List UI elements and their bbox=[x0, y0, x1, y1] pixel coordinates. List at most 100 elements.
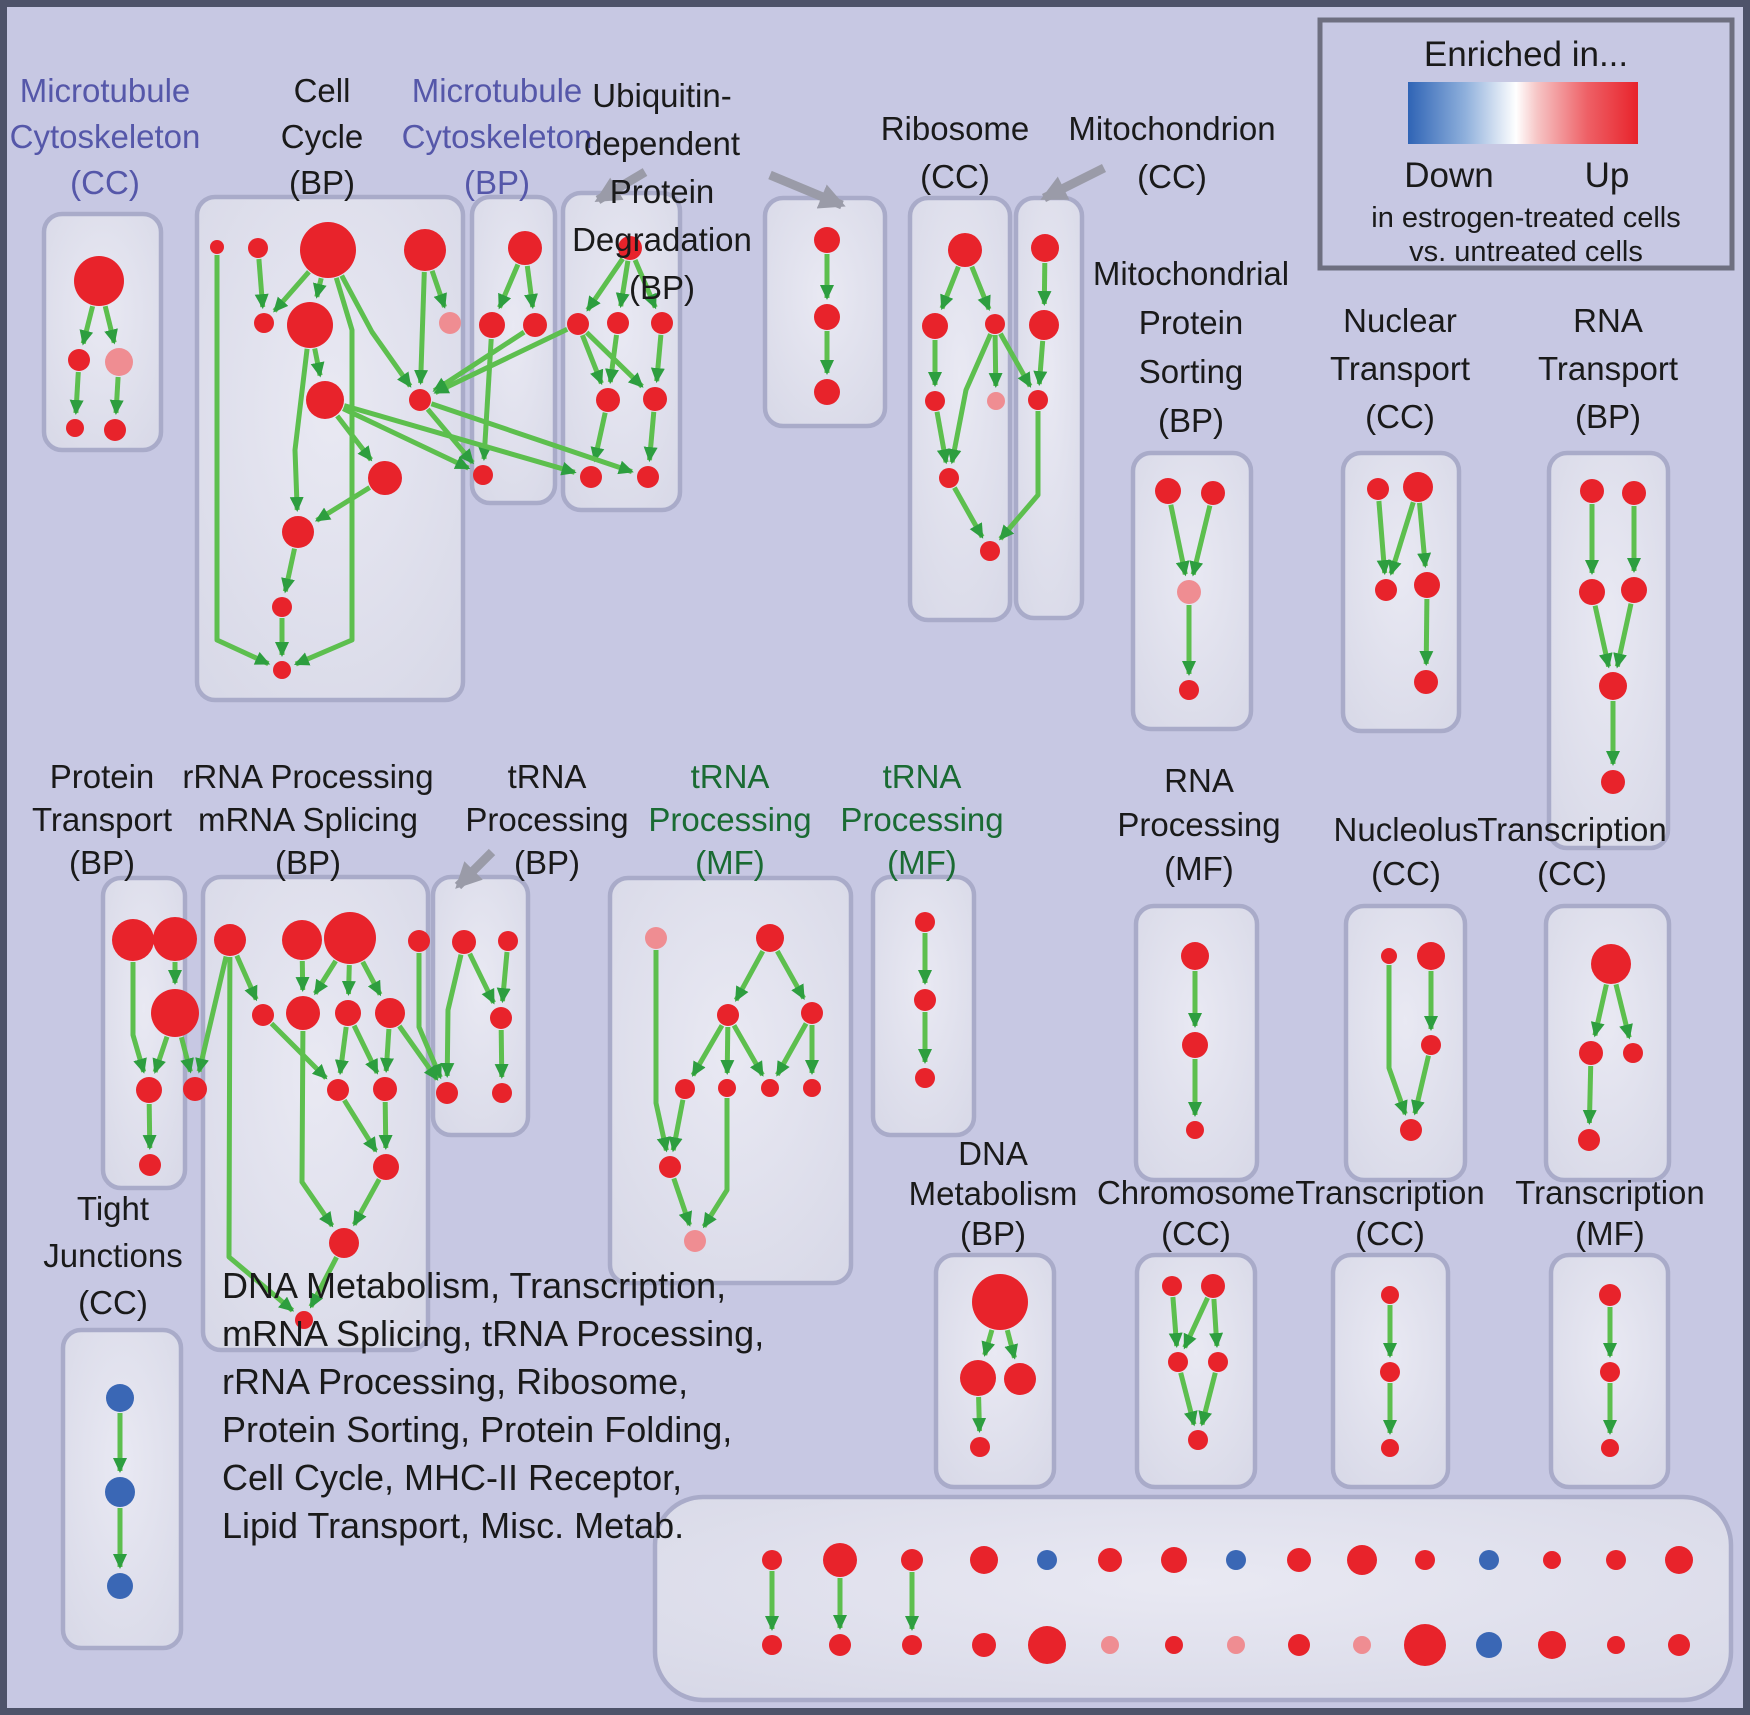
trna-processing-mf-2-label-line-1: Processing bbox=[840, 801, 1003, 838]
trna-processing-mf-1-label-line-1: Processing bbox=[648, 801, 811, 838]
cell-cycle-edge-6 bbox=[429, 269, 447, 309]
nuclear-transport-label-line-1: Transport bbox=[1330, 350, 1470, 387]
misc-cluster-text-line-1: mRNA Splicing, tRNA Processing, bbox=[222, 1313, 764, 1354]
chromosome-edge-1 bbox=[1182, 1296, 1210, 1350]
ubiquitin-degradation-a-node-0 bbox=[618, 236, 642, 260]
ubiquitin-degradation-b-node-1 bbox=[814, 304, 840, 330]
misc-cluster-node-9 bbox=[1347, 1545, 1377, 1575]
microtubule-cytoskeleton-cc-node-3 bbox=[66, 419, 84, 437]
cell-cycle-node-5 bbox=[287, 302, 333, 348]
tight-junctions-node-0 bbox=[106, 1384, 134, 1412]
protein-transport-node-1 bbox=[153, 917, 197, 961]
ribosome-edge-4 bbox=[947, 333, 993, 465]
ubiquitin-degradation-a-node-3 bbox=[651, 312, 673, 334]
cell-cycle-node-11 bbox=[272, 597, 292, 617]
rrna-processing-node-1 bbox=[282, 920, 322, 960]
misc-cluster-box bbox=[652, 1494, 1734, 1703]
ribosome-label-line-0: Ribosome bbox=[881, 110, 1030, 147]
transcription-mf-label-line-0: Transcription bbox=[1515, 1174, 1705, 1211]
mitochondrial-protein-sorting-node-3 bbox=[1179, 680, 1199, 700]
rrna-processing-edge-11 bbox=[352, 1178, 382, 1227]
transcription-cc-1-node-2 bbox=[1623, 1043, 1643, 1063]
dna-metabolism-node-3 bbox=[970, 1437, 990, 1457]
mitochondrial-protein-sorting-edge-0 bbox=[1168, 504, 1190, 577]
nucleolus-node-1 bbox=[1417, 942, 1445, 970]
trna-processing-mf-1-edge-10 bbox=[701, 1098, 730, 1229]
misc-cluster-node-8 bbox=[1287, 1548, 1311, 1572]
mitochondrion-node-1 bbox=[1029, 310, 1059, 340]
nucleolus-edge-0 bbox=[1386, 965, 1408, 1116]
ubiquitin-degradation-a-label-line-2: Protein bbox=[610, 173, 715, 210]
rrna-processing-edge-2 bbox=[313, 959, 338, 996]
misc-cluster-node-24 bbox=[1353, 1636, 1371, 1654]
mitochondrion-node-2 bbox=[1028, 390, 1048, 410]
protein-transport-label-line-2: (BP) bbox=[69, 844, 135, 881]
trna-processing-mf-1-edge-0 bbox=[733, 950, 765, 1002]
rrna-processing-node-0 bbox=[214, 924, 246, 956]
misc-cluster-text-line-4: Cell Cycle, MHC-II Receptor, bbox=[222, 1457, 682, 1498]
trna-processing-mf-2-label-line-0: tRNA bbox=[883, 758, 962, 795]
rna-processing-mf-node-1 bbox=[1182, 1032, 1208, 1058]
cell-cycle-edge-4 bbox=[339, 274, 413, 388]
cell-cycle-edge-9 bbox=[289, 348, 310, 512]
misc-cluster-text-line-5: Lipid Transport, Misc. Metab. bbox=[222, 1505, 684, 1546]
ribosome-edge-0 bbox=[939, 265, 961, 311]
rna-transport-label-line-0: RNA bbox=[1573, 302, 1643, 339]
nuclear-transport-node-1 bbox=[1403, 472, 1433, 502]
rna-transport-label-line-1: Transport bbox=[1538, 350, 1678, 387]
cross-edge-5 bbox=[433, 326, 569, 395]
chromosome-label-line-0: Chromosome bbox=[1097, 1174, 1295, 1211]
transcription-mf-label-line-1: (MF) bbox=[1575, 1215, 1645, 1252]
legend-gradient-bar bbox=[1408, 82, 1638, 144]
misc-cluster-node-11 bbox=[1479, 1550, 1499, 1570]
nuclear-transport-node-0 bbox=[1367, 478, 1389, 500]
dna-metabolism-label-line-0: DNA bbox=[958, 1135, 1028, 1172]
transcription-cc-2-node-2 bbox=[1381, 1439, 1399, 1457]
misc-cluster-node-17 bbox=[902, 1635, 922, 1655]
cell-cycle-edge-7 bbox=[414, 271, 429, 385]
misc-cluster-node-7 bbox=[1226, 1550, 1246, 1570]
misc-cluster-node-1 bbox=[823, 1543, 857, 1577]
microtubule-cytoskeleton-bp-edge-2 bbox=[477, 338, 494, 461]
cell-cycle-node-7 bbox=[306, 381, 344, 419]
edges-layer bbox=[69, 254, 1641, 1631]
misc-cluster-node-26 bbox=[1476, 1632, 1502, 1658]
dna-metabolism-label-line-2: (BP) bbox=[960, 1215, 1026, 1252]
misc-cluster-node-19 bbox=[1028, 1626, 1066, 1664]
transcription-cc-1-node-0 bbox=[1591, 944, 1631, 984]
nuclear-transport-label-line-0: Nuclear bbox=[1343, 302, 1457, 339]
misc-cluster-node-2 bbox=[901, 1549, 923, 1571]
misc-cluster-node-29 bbox=[1668, 1634, 1690, 1656]
ribosome-edge-3 bbox=[988, 334, 1003, 388]
transcription-mf-node-2 bbox=[1601, 1439, 1619, 1457]
legend-up-label: Up bbox=[1585, 156, 1630, 195]
rna-transport-node-1 bbox=[1622, 481, 1646, 505]
trna-processing-bp-node-2 bbox=[490, 1007, 512, 1029]
trna-processing-mf-1-edge-8 bbox=[668, 1099, 686, 1153]
cell-cycle-node-6 bbox=[439, 312, 461, 334]
microtubule-cytoskeleton-cc-node-0 bbox=[74, 256, 124, 306]
cell-cycle-node-4 bbox=[254, 313, 274, 333]
tight-junctions-label-line-2: (CC) bbox=[78, 1284, 148, 1321]
label-pointer-arrow-2 bbox=[1040, 163, 1107, 203]
tight-junctions-label-line-1: Junctions bbox=[43, 1237, 182, 1274]
label-pointer-arrow-0 bbox=[594, 168, 648, 204]
ubiquitin-degradation-a-edge-3 bbox=[580, 334, 604, 386]
rna-transport-edge-3 bbox=[1613, 603, 1634, 669]
misc-cluster-node-13 bbox=[1606, 1550, 1626, 1570]
misc-cluster-node-0 bbox=[762, 1550, 782, 1570]
transcription-cc-2-label-line-0: Transcription bbox=[1295, 1174, 1485, 1211]
protein-transport-node-2 bbox=[151, 989, 199, 1037]
chromosome-edge-0 bbox=[1168, 1296, 1183, 1348]
misc-cluster-node-21 bbox=[1165, 1636, 1183, 1654]
trna-processing-bp-edge-1 bbox=[496, 951, 511, 1004]
rrna-processing-node-5 bbox=[286, 996, 320, 1030]
trna-processing-mf-1-node-4 bbox=[675, 1079, 695, 1099]
cell-cycle-edge-1 bbox=[254, 258, 269, 310]
trna-processing-mf-1-edge-5 bbox=[775, 1022, 809, 1077]
microtubule-cytoskeleton-cc-box bbox=[41, 211, 164, 453]
microtubule-cytoskeleton-bp-node-2 bbox=[523, 313, 547, 337]
ribosome-edge-5 bbox=[934, 411, 951, 465]
cross-edge-2 bbox=[343, 403, 577, 476]
trna-processing-mf-1-edge-4 bbox=[731, 1024, 765, 1077]
